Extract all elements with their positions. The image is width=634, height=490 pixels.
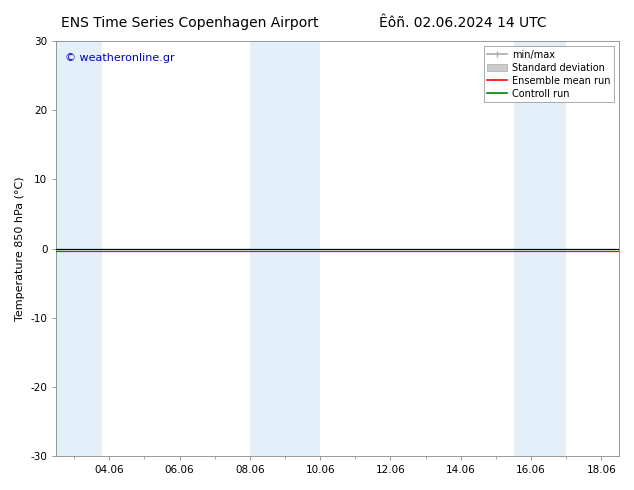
Y-axis label: Temperature 850 hPa (°C): Temperature 850 hPa (°C) [15,176,25,321]
Text: © weatheronline.gr: © weatheronline.gr [65,53,174,64]
Bar [250,41,320,456]
Text: ENS Time Series Copenhagen Airport: ENS Time Series Copenhagen Airport [61,16,319,30]
Text: Êôñ. 02.06.2024 14 UTC: Êôñ. 02.06.2024 14 UTC [379,16,547,30]
Bar [514,41,566,456]
Legend: min/max, Standard deviation, Ensemble mean run, Controll run: min/max, Standard deviation, Ensemble me… [484,46,614,102]
Bar [56,41,102,456]
